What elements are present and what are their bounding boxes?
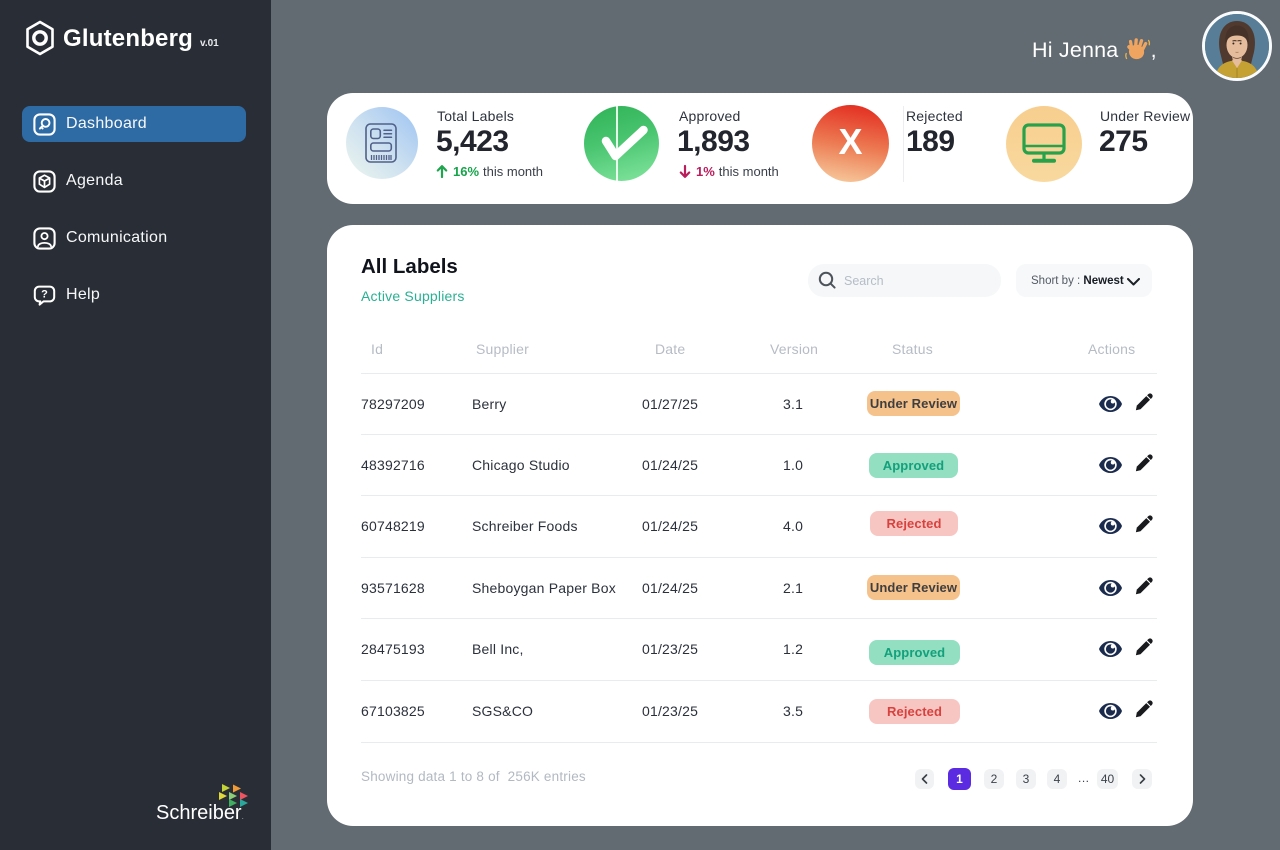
- svg-text:?: ?: [41, 288, 48, 300]
